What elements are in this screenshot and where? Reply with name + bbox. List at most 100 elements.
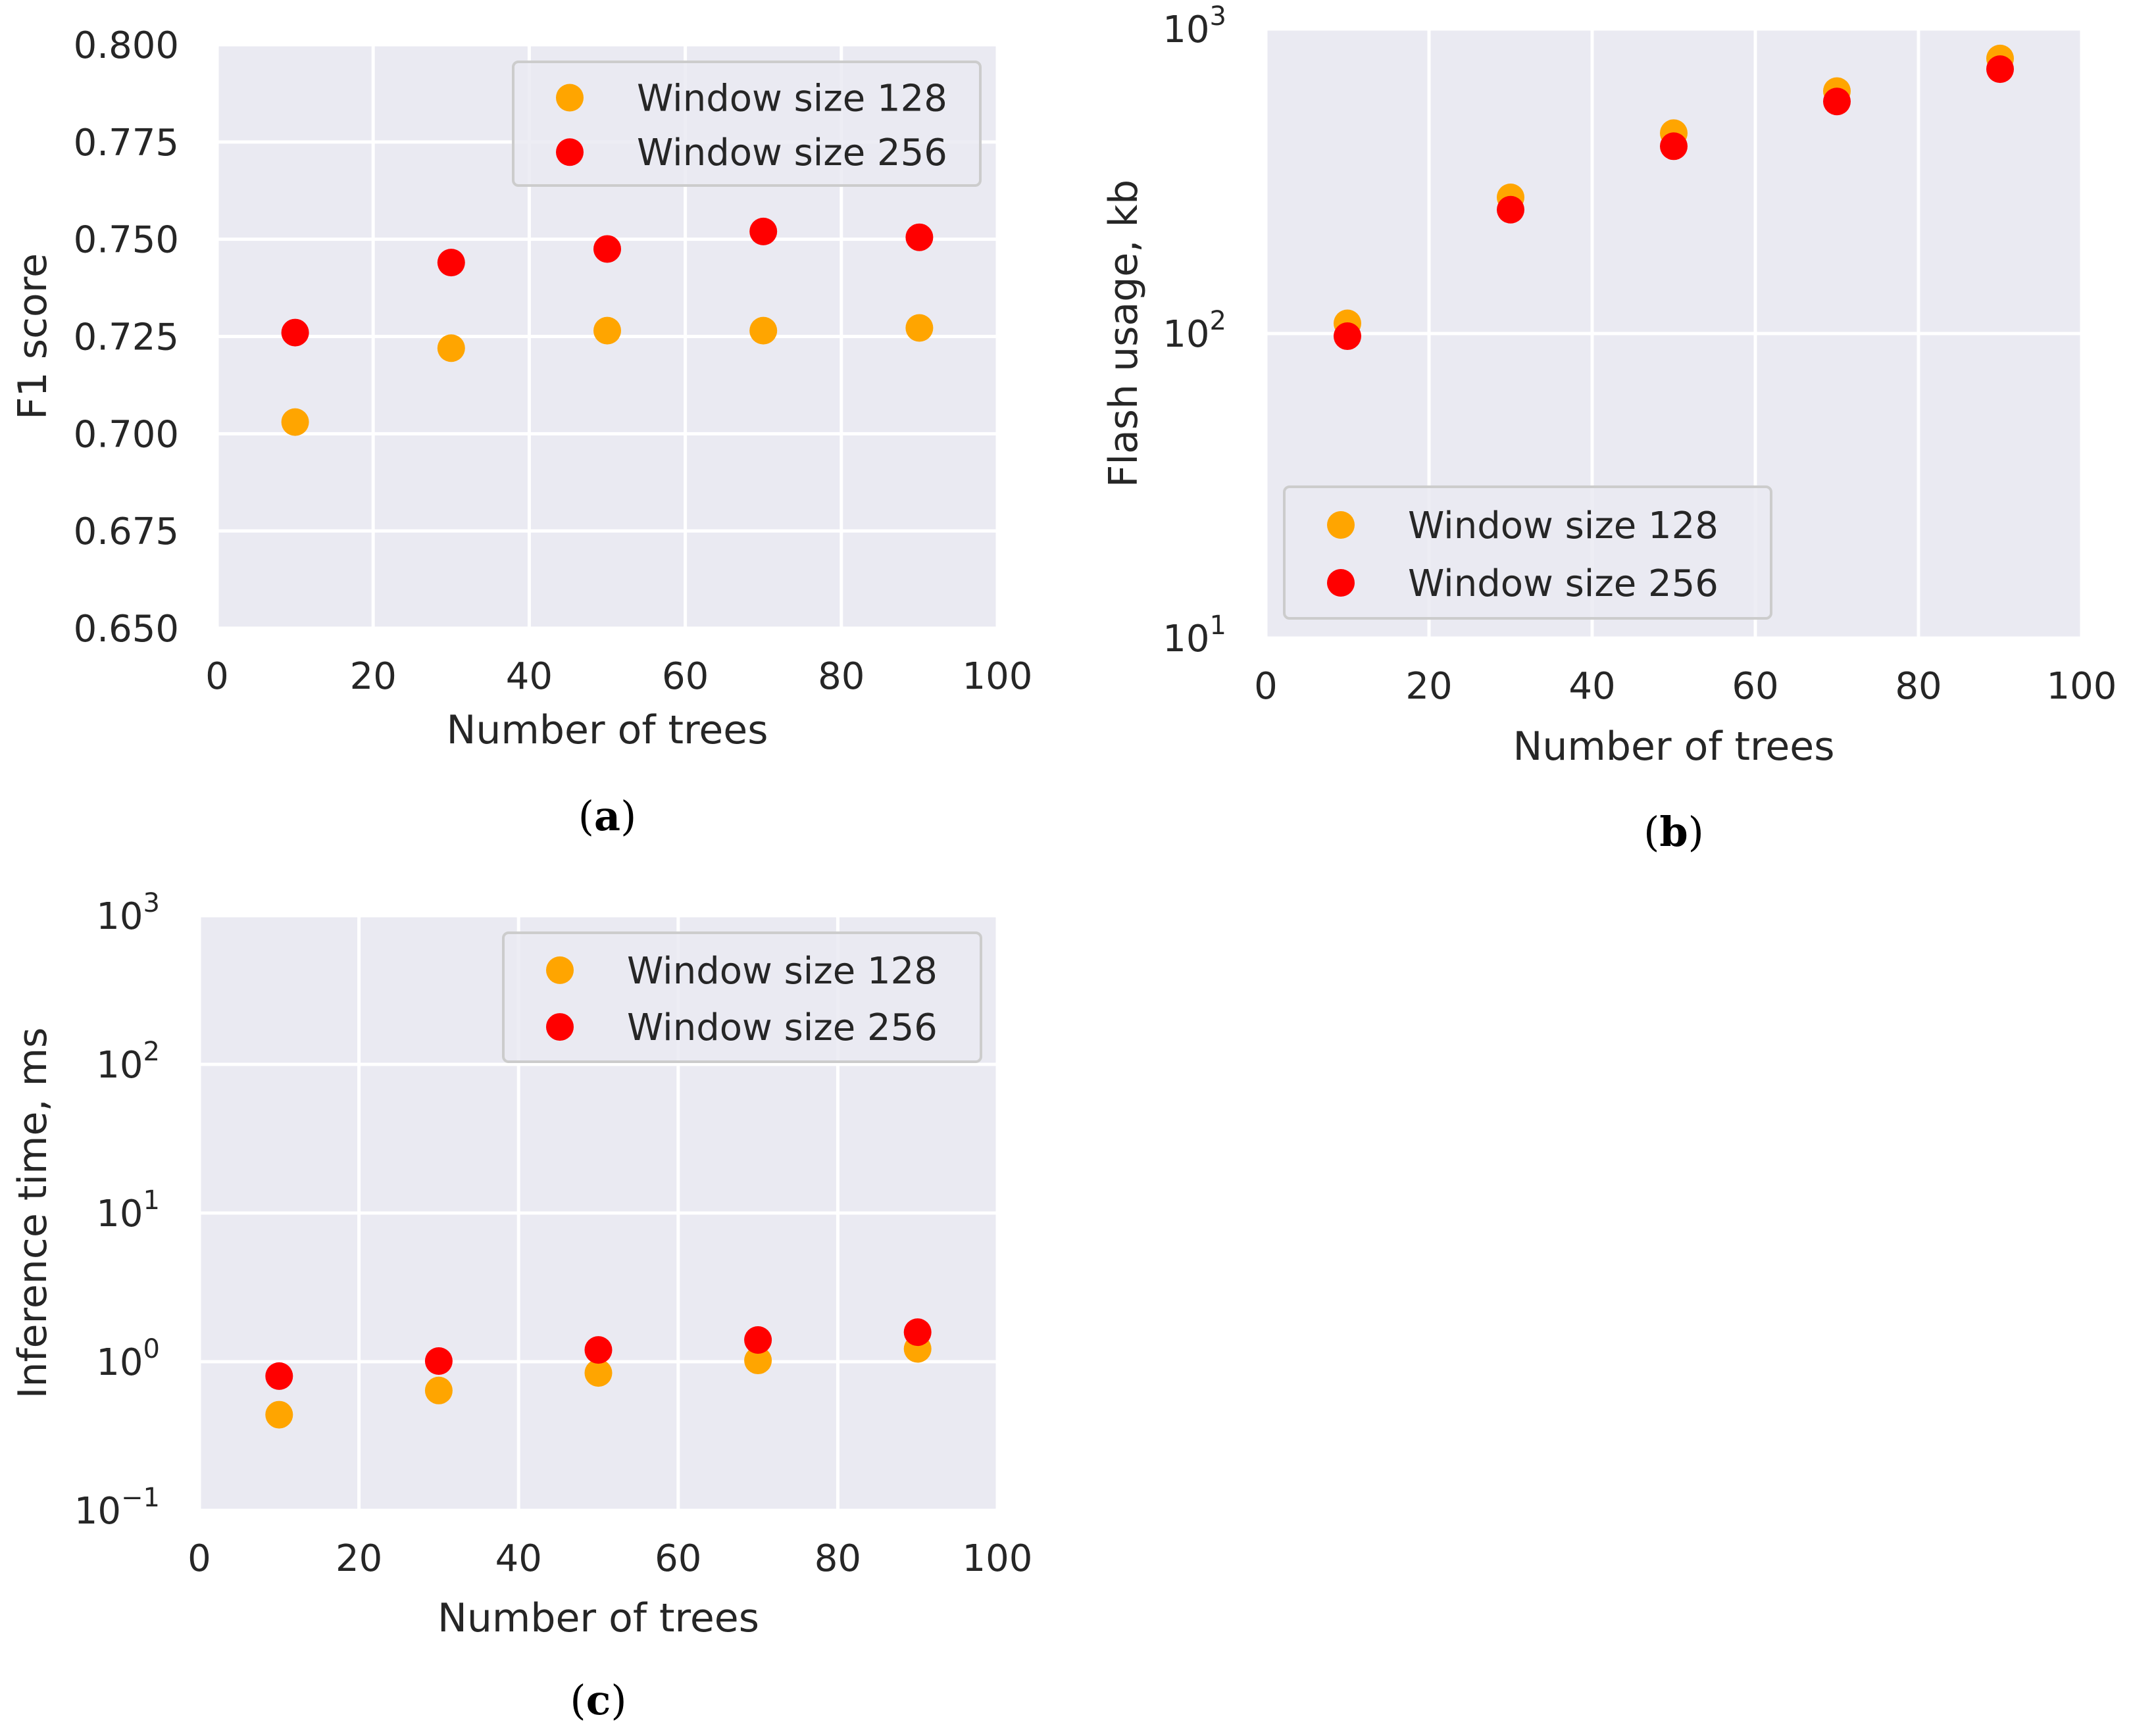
data-point-window-256 (744, 1326, 772, 1354)
data-point-window-256 (1497, 195, 1524, 224)
data-point-window-256 (1660, 132, 1688, 161)
data-point-window-256 (1986, 55, 2014, 84)
x-tick-label: 0 (188, 1537, 211, 1580)
y-tick-exponent: 3 (1210, 1, 1226, 32)
y-tick-base: 10 (1163, 313, 1209, 356)
x-tick-label: 80 (815, 1537, 861, 1580)
y-tick-label: 101 (1163, 610, 1226, 660)
subfigure-caption: (b) (1643, 808, 1704, 856)
data-point-window-256 (584, 1336, 613, 1364)
caption-letter: a (594, 792, 620, 840)
legend-marker-window-256 (1327, 569, 1355, 597)
x-axis-label: Number of trees (438, 1595, 759, 1641)
x-axis-label: Number of trees (1513, 724, 1835, 770)
y-tick-exponent: 1 (143, 1185, 160, 1216)
x-tick-label: 40 (495, 1537, 542, 1580)
data-point-window-256 (424, 1347, 453, 1376)
caption-paren-close: ) (620, 792, 636, 840)
x-tick-label: 20 (350, 655, 397, 698)
legend-label: Window size 256 (627, 1006, 938, 1049)
data-point-window-256 (593, 235, 621, 263)
y-tick-base: 10 (96, 1193, 143, 1235)
x-tick-label: 0 (1254, 665, 1278, 708)
y-tick-exponent: 2 (1210, 306, 1226, 336)
caption-paren-close: ) (611, 1676, 626, 1724)
data-point-window-128 (437, 334, 465, 362)
caption-paren-close: ) (1688, 808, 1704, 856)
y-tick-label: 0.800 (74, 24, 179, 67)
y-tick-label: 0.650 (74, 608, 179, 651)
y-tick-base: 10 (1163, 9, 1209, 51)
y-tick-base: 10 (96, 1044, 143, 1087)
data-point-window-256 (281, 318, 309, 347)
y-tick-base: 10 (96, 1341, 143, 1384)
legend-box (502, 931, 982, 1063)
x-tick-label: 40 (1568, 665, 1615, 708)
legend-marker-window-256 (546, 1013, 574, 1041)
x-tick-label: 60 (662, 655, 709, 698)
y-tick-label: 102 (1163, 306, 1226, 356)
x-tick-label: 80 (818, 655, 865, 698)
subfigure-caption: (c) (570, 1676, 626, 1724)
y-tick-label: 0.775 (74, 122, 179, 164)
x-tick-label: 100 (2047, 665, 2117, 708)
y-axis-label: Inference time, ms (10, 1028, 56, 1399)
data-point-window-128 (593, 316, 621, 345)
data-point-window-128 (744, 1347, 772, 1375)
x-tick-label: 60 (655, 1537, 701, 1580)
y-tick-base: 10 (1163, 618, 1209, 660)
y-tick-label: 102 (96, 1037, 160, 1087)
y-tick-base: 10 (96, 895, 143, 938)
data-point-window-128 (584, 1359, 613, 1387)
caption-paren-open: ( (1643, 808, 1659, 856)
data-point-window-256 (1823, 87, 1851, 116)
y-tick-label: 10−1 (74, 1483, 160, 1533)
legend-marker-window-128 (1327, 511, 1355, 539)
y-tick-exponent: 0 (143, 1334, 160, 1364)
data-point-window-256 (1334, 322, 1361, 351)
y-tick-exponent: 1 (1210, 610, 1226, 641)
data-point-window-128 (424, 1376, 453, 1404)
data-point-window-128 (905, 314, 934, 342)
data-point-window-128 (281, 408, 309, 436)
y-tick-label: 103 (96, 888, 160, 938)
data-point-window-128 (265, 1401, 293, 1429)
legend-label: Window size 128 (627, 950, 938, 993)
y-tick-label: 101 (96, 1185, 160, 1235)
x-tick-label: 40 (506, 655, 553, 698)
y-tick-label: 0.725 (74, 316, 179, 359)
caption-letter: c (586, 1676, 611, 1724)
x-axis-label: Number of trees (447, 707, 768, 753)
legend-box (512, 61, 982, 187)
data-point-window-256 (905, 223, 934, 251)
legend-marker-window-128 (546, 956, 574, 984)
y-tick-exponent: 2 (143, 1037, 160, 1067)
caption-paren-open: ( (570, 1676, 586, 1724)
legend-label: Window size 128 (637, 78, 947, 120)
legend-label: Window size 256 (637, 132, 947, 174)
y-axis-label: Flash usage, kb (1101, 180, 1147, 487)
x-tick-label: 20 (1405, 665, 1452, 708)
legend-label: Window size 128 (1408, 505, 1718, 547)
data-point-window-256 (265, 1362, 293, 1390)
x-tick-label: 60 (1732, 665, 1778, 708)
x-tick-label: 80 (1895, 665, 1942, 708)
data-point-window-256 (903, 1318, 932, 1347)
y-tick-base: 10 (74, 1490, 121, 1533)
y-axis-label: F1 score (10, 253, 56, 420)
y-tick-exponent: 3 (143, 888, 160, 918)
caption-letter: b (1659, 808, 1688, 856)
data-point-window-256 (437, 249, 465, 277)
chart-a: 0 20 40 60 80 100 0.650 0.675 0.700 0.725 0.750 0.7… (10, 24, 1032, 840)
y-tick-label: 103 (1163, 1, 1226, 51)
data-point-window-256 (749, 217, 778, 245)
x-tick-label: 0 (205, 655, 229, 698)
legend-box (1283, 485, 1772, 620)
x-tick-label: 100 (963, 655, 1033, 698)
y-tick-label: 0.750 (74, 219, 179, 262)
y-tick-label: 0.700 (74, 413, 179, 456)
y-tick-label: 100 (96, 1334, 160, 1384)
